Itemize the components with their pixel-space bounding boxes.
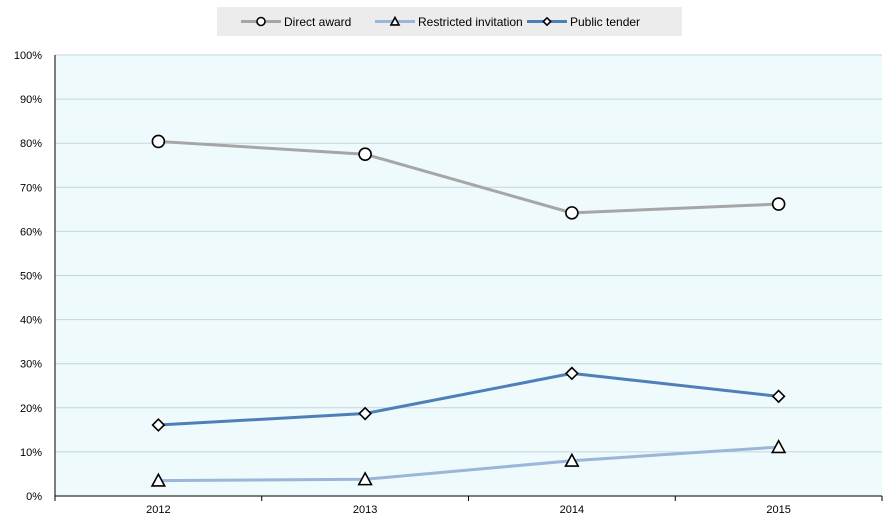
legend-item: Restricted invitation	[375, 15, 523, 29]
series-direct-award	[151, 134, 786, 220]
y-tick-label: 0%	[26, 491, 42, 503]
series-public-tender	[151, 366, 786, 432]
marker-triangle	[389, 15, 401, 26]
marker-circle	[565, 206, 579, 220]
x-tick-label: 2014	[560, 504, 584, 515]
y-tick-label: 50%	[20, 271, 42, 283]
series-line-restricted-invitation	[158, 445, 779, 483]
legend-box	[217, 7, 682, 36]
series-line-direct-award	[158, 139, 779, 215]
y-tick-label: 10%	[20, 447, 42, 459]
marker-diamond	[564, 366, 579, 381]
marker-triangle	[770, 439, 787, 454]
marker-circle	[358, 147, 372, 162]
legend-label: Public tender	[570, 15, 640, 29]
gridlines	[55, 54, 882, 453]
y-tick-label: 60%	[20, 226, 42, 238]
marker-triangle	[357, 471, 373, 486]
legend-label: Restricted invitation	[418, 15, 523, 29]
legend-item: Public tender	[527, 15, 640, 29]
marker-circle	[256, 16, 266, 27]
marker-triangle	[150, 472, 167, 487]
marker-circle	[151, 134, 166, 149]
legend-item: Direct award	[241, 15, 351, 29]
x-axis-ticks: 2012 2013 2014 2015	[54, 496, 883, 515]
marker-circle	[771, 197, 786, 211]
y-tick-label: 100%	[14, 50, 42, 62]
y-tick-label: 90%	[20, 94, 42, 106]
series-layer	[150, 134, 787, 487]
marker-diamond	[771, 389, 786, 404]
legend-label: Direct award	[284, 15, 351, 29]
y-tick-label: 40%	[20, 315, 42, 327]
marker-diamond	[542, 16, 552, 27]
legend: Direct award Restricted invitation Public …	[217, 7, 682, 36]
x-tick-label: 2015	[766, 504, 790, 515]
y-tick-label: 80%	[20, 138, 42, 150]
marker-diamond	[151, 418, 166, 432]
y-tick-label: 20%	[20, 403, 42, 415]
y-tick-label: 70%	[20, 182, 42, 194]
marker-diamond	[358, 406, 373, 421]
marker-triangle	[564, 452, 580, 467]
y-tick-label: 30%	[20, 359, 42, 371]
series-line-public-tender	[158, 371, 779, 427]
x-tick-label: 2012	[146, 504, 170, 515]
x-tick-label: 2013	[353, 504, 377, 515]
series-restricted-invitation	[150, 439, 787, 487]
y-axis-ticks: 0% 10% 20% 30% 40% 50% 60% 70% 80% 90% 100%	[14, 50, 42, 503]
